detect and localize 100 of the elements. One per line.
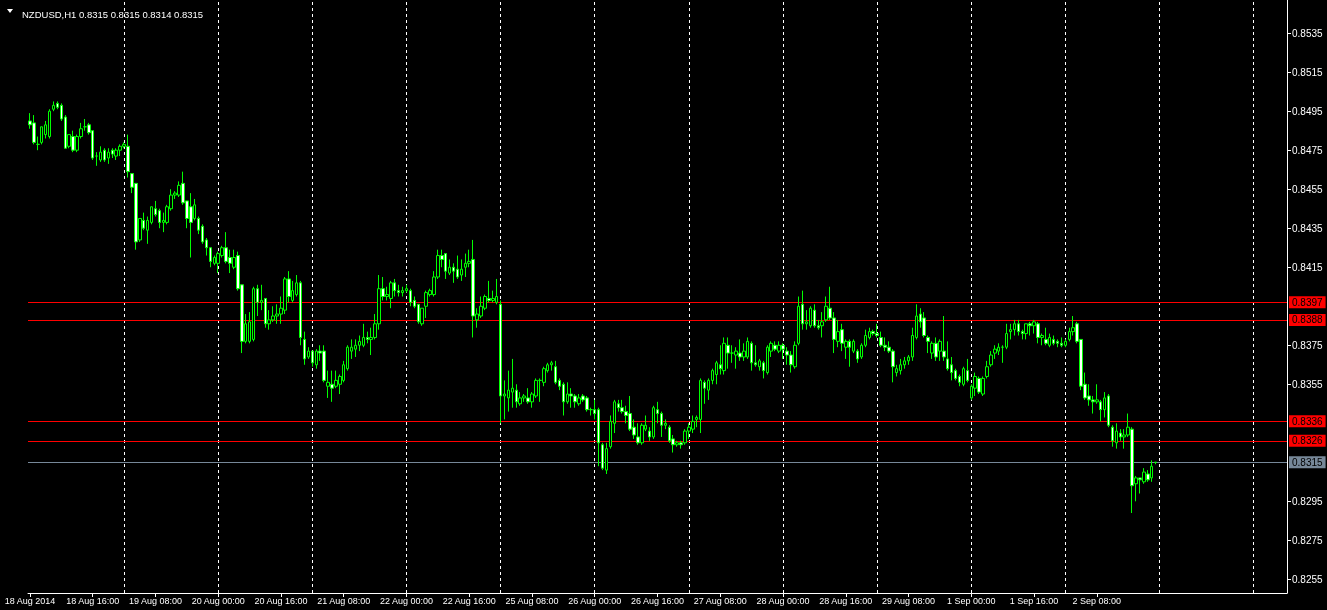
- text: NZDUSD,H1 0.8315 0.8315 0.8314 0.8315: [22, 8, 204, 20]
- x-tick-label: 20 Aug 00:00: [191, 595, 245, 606]
- candlestick: [966, 358, 969, 383]
- candlestick: [1024, 323, 1028, 340]
- candlestick: [1044, 327, 1048, 346]
- y-tick-label: 0.8495: [1292, 105, 1324, 117]
- candlestick: [601, 442, 604, 471]
- x-tick-label: 2 Sep 08:00: [1072, 595, 1122, 606]
- y-tick-label: 0.8295: [1292, 495, 1324, 507]
- candlestick: [189, 192, 193, 258]
- candlestick: [471, 239, 475, 338]
- candlestick: [1150, 459, 1153, 483]
- ref-line-label: 0.8326: [1292, 435, 1324, 447]
- candlestick: [699, 377, 702, 434]
- candlestick: [922, 311, 926, 338]
- candlestick: [1056, 338, 1059, 348]
- x-tick-label: 22 Aug 00:00: [379, 595, 434, 606]
- candlestick: [848, 338, 851, 368]
- candlestick: [354, 338, 357, 358]
- candlestick: [605, 442, 608, 475]
- candlestick: [103, 147, 106, 163]
- ref-line-label: 0.8388: [1292, 314, 1324, 326]
- candlestick: [1064, 338, 1067, 348]
- candlestick: [315, 348, 318, 370]
- candlestick: [809, 305, 812, 329]
- ref-line-label: 0.8397: [1292, 296, 1324, 308]
- y-tick-label: 0.8515: [1292, 66, 1324, 78]
- candlestick: [464, 253, 467, 278]
- candlestick: [899, 358, 902, 376]
- candlestick: [1017, 319, 1020, 337]
- candlestick: [1036, 321, 1040, 344]
- x-tick-label: 1 Sep 16:00: [1009, 595, 1059, 606]
- candlestick: [766, 344, 769, 376]
- candlestick: [303, 331, 306, 366]
- candlestick: [99, 145, 102, 163]
- candlestick: [1111, 424, 1114, 448]
- candlestick: [977, 375, 981, 395]
- candlestick: [495, 278, 498, 305]
- ref-line-label: 0.8315: [1292, 456, 1324, 468]
- x-tick-label: 1 Sep 00:00: [947, 595, 996, 606]
- candlestick: [456, 255, 459, 280]
- x-tick-label: 18 Aug 16:00: [66, 595, 120, 606]
- x-tick-label: 18 Aug 2014: [4, 595, 56, 606]
- x-tick-label: 28 Aug 00:00: [756, 595, 810, 606]
- candlestick: [114, 147, 118, 161]
- candlestick: [389, 280, 393, 309]
- candlestick: [1028, 321, 1032, 337]
- candlestick: [750, 340, 753, 372]
- candlestick: [754, 344, 757, 368]
- y-tick-label: 0.8275: [1292, 534, 1324, 546]
- candlestick: [997, 342, 1000, 356]
- candlestick: [883, 336, 887, 352]
- candlestick: [1107, 393, 1110, 428]
- y-tick-label: 0.8435: [1292, 222, 1324, 234]
- y-tick-label: 0.8355: [1292, 378, 1324, 390]
- candlestick: [793, 340, 797, 370]
- y-tick-label: 0.8475: [1292, 144, 1324, 156]
- candlestick: [981, 375, 985, 397]
- y-tick-label: 0.8455: [1292, 183, 1324, 195]
- candlestick: [1115, 422, 1118, 450]
- y-tick-label: 0.8255: [1292, 573, 1324, 585]
- candlestick: [562, 381, 565, 416]
- candlestick: [52, 100, 55, 112]
- candlestick: [71, 130, 75, 153]
- y-tick-label: 0.8415: [1292, 261, 1324, 273]
- candlestick: [1009, 323, 1012, 340]
- x-tick-label: 26 Aug 00:00: [568, 595, 622, 606]
- candlestick: [722, 336, 726, 376]
- x-tick-label: 28 Aug 16:00: [819, 595, 873, 606]
- x-tick-label: 19 Aug 08:00: [128, 595, 182, 606]
- candlestick: [577, 393, 581, 407]
- candlestick: [934, 336, 938, 362]
- candlestick: [652, 405, 655, 440]
- candlestick: [973, 372, 977, 397]
- candlestick: [330, 370, 334, 403]
- x-tick-label: 29 Aug 08:00: [881, 595, 936, 606]
- candlestick: [585, 395, 589, 413]
- x-tick-label: 27 Aug 08:00: [693, 595, 747, 606]
- candlestick: [118, 143, 122, 157]
- candlestick: [409, 288, 412, 307]
- candlestick: [526, 387, 530, 405]
- candlestick: [813, 303, 816, 329]
- x-tick-label: 21 Aug 08:00: [317, 595, 371, 606]
- candlestick: [930, 340, 934, 360]
- candlestick: [550, 360, 553, 372]
- candlestick: [1060, 336, 1063, 348]
- candlestick: [511, 358, 514, 409]
- candlestick: [362, 323, 365, 348]
- candlestick: [460, 258, 463, 282]
- x-tick-label: 22 Aug 16:00: [442, 595, 496, 606]
- candlestick: [107, 147, 110, 165]
- candlestick: [252, 286, 255, 342]
- candlestick: [1013, 319, 1016, 337]
- candlestick: [636, 422, 640, 446]
- candlestick: [48, 108, 51, 139]
- candlestick: [1052, 335, 1055, 346]
- candlestick: [444, 253, 447, 280]
- x-tick-label: 26 Aug 16:00: [630, 595, 685, 606]
- x-tick-label: 25 Aug 08:00: [505, 595, 559, 606]
- ref-line-label: 0.8336: [1292, 415, 1324, 427]
